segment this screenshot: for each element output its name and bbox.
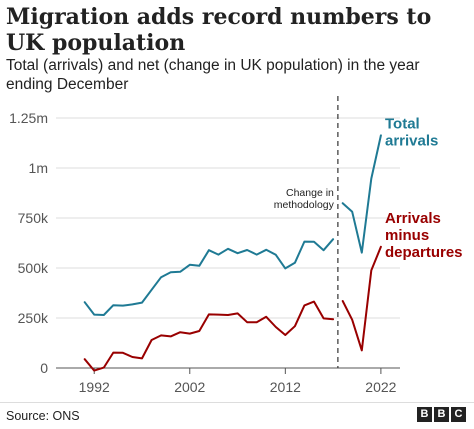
bbc-logo: B B C	[417, 407, 466, 422]
methodology-annotation: Change in methodology	[274, 187, 335, 211]
line-chart: 0 250k 500k 750k 1m 1.25m 1992 2002 2012 2022 Cha…	[9, 96, 463, 395]
chart-title: Migration adds record numbers to UK popu…	[6, 4, 432, 56]
annotation-line: methodology	[274, 199, 335, 211]
series-label-line: Arrivals	[385, 210, 441, 227]
series-line-net-migration	[341, 245, 382, 352]
series-label-line: arrivals	[385, 132, 438, 149]
series-line-total-arrivals	[341, 134, 382, 254]
bbc-logo-block: B	[434, 407, 449, 422]
footer-divider	[0, 402, 474, 403]
series-label-line: Total	[385, 115, 420, 132]
x-tick-label: 2002	[174, 379, 205, 395]
series-label-net-migration: Arrivals minus departures	[385, 210, 463, 261]
bbc-logo-block: C	[451, 407, 466, 422]
y-tick-label: 250k	[18, 310, 49, 326]
y-tick-label: 1m	[29, 160, 48, 176]
x-tick-label: 2012	[270, 379, 301, 395]
series-line-net-migration	[83, 300, 335, 372]
y-tick-label: 500k	[18, 260, 49, 276]
x-tick-label: 2022	[365, 379, 396, 395]
chart-subtitle: Total (arrivals) and net (change in UK p…	[6, 57, 420, 93]
y-tick-label: 1.25m	[9, 110, 48, 126]
axis-layer: 0 250k 500k 750k 1m 1.25m 1992 2002 2012 2022	[9, 110, 397, 395]
source-note: Source: ONS	[6, 409, 80, 423]
series-line-total-arrivals	[83, 238, 335, 316]
y-tick-label: 750k	[18, 210, 49, 226]
series-label-line: minus	[385, 227, 429, 244]
series-label-total-arrivals: Total arrivals	[385, 115, 438, 149]
annotation-layer: Change in methodology	[274, 96, 339, 368]
bbc-logo-block: B	[417, 407, 432, 422]
annotation-line: Change in	[286, 187, 334, 199]
series-label-layer: Total arrivals Arrivals minus departures	[385, 115, 463, 260]
series-layer	[83, 134, 382, 372]
y-tick-label: 0	[40, 360, 48, 376]
grid-layer	[56, 117, 400, 369]
series-label-line: departures	[385, 244, 463, 261]
x-tick-label: 1992	[79, 379, 110, 395]
